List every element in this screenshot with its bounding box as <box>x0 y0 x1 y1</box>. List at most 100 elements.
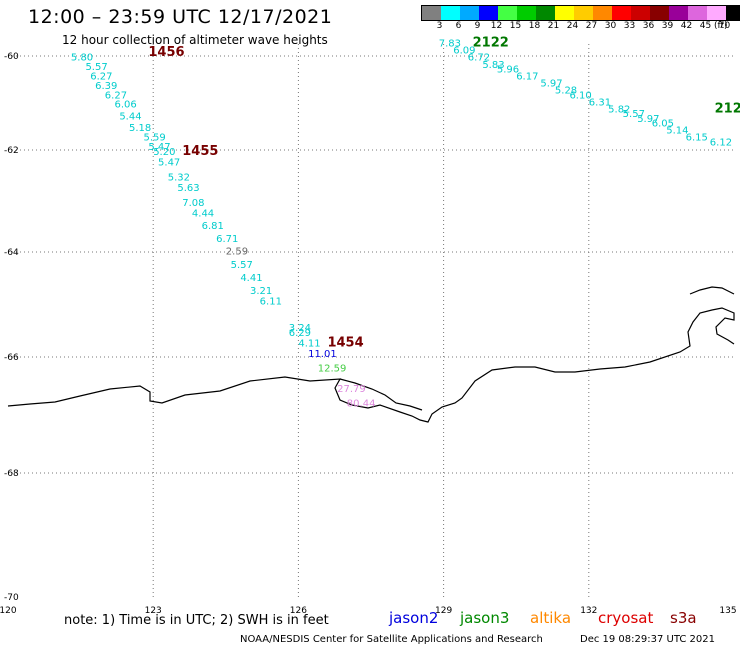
wave-height-value: 5.32 <box>168 173 190 184</box>
wave-height-value: 5.82 <box>608 104 630 115</box>
wave-height-value: 7.08 <box>182 198 204 209</box>
generated-timestamp: Dec 19 08:29:37 UTC 2021 <box>580 634 715 645</box>
lon-tick-label: 123 <box>145 606 162 616</box>
wave-height-value: 5.47 <box>158 157 180 168</box>
altimeter-observations: 5.805.576.276.396.276.065.445.185.595.47… <box>71 39 732 410</box>
wave-height-value: 5.80 <box>71 53 93 64</box>
wave-height-value: 6.10 <box>569 90 591 101</box>
mission-cryosat: cryosat <box>598 609 654 627</box>
wave-height-value: 6.71 <box>216 234 238 245</box>
wave-height-value: 6.72 <box>468 53 490 64</box>
wave-height-value: 11.01 <box>308 349 337 360</box>
lat-tick-label: -62 <box>4 146 19 156</box>
wave-height-value: 6.15 <box>686 133 708 144</box>
legend-tick-label: 45 <box>699 21 712 31</box>
wave-height-value: 5.59 <box>144 133 166 144</box>
legend-tick-label: 33 <box>623 21 636 31</box>
lon-tick-label: 126 <box>290 606 307 616</box>
legend-swatch <box>726 6 740 20</box>
coastline <box>7 286 735 423</box>
coastline-bay <box>339 378 423 411</box>
wave-height-value: 6.17 <box>516 72 538 83</box>
legend-unit: (ft) <box>714 21 728 31</box>
track-label: 1456 <box>148 45 184 60</box>
legend-tick-label: 18 <box>528 21 541 31</box>
lon-tick-label: 135 <box>719 606 736 616</box>
legend-tick-label: 27 <box>585 21 598 31</box>
wave-height-value: 5.57 <box>231 260 253 271</box>
wave-height-value: 5.18 <box>129 123 151 134</box>
wave-height-value: 7.83 <box>439 39 461 50</box>
legend-swatch <box>688 6 707 20</box>
wave-height-value: 6.05 <box>652 119 674 130</box>
wave-height-value: 12.59 <box>318 364 347 375</box>
wave-height-value: 5.47 <box>148 142 170 153</box>
legend-tick-label: 42 <box>680 21 693 31</box>
legend-swatch <box>707 6 726 20</box>
wave-height-value: 6.09 <box>453 46 475 57</box>
lat-tick-label: -64 <box>4 248 19 258</box>
wave-height-value: 6.06 <box>114 100 136 111</box>
legend-tick-label: 30 <box>604 21 617 31</box>
legend-swatch <box>669 6 688 20</box>
color-scale-labels: 3 6 9 12 15 18 21 24 27 30 33 36 39 42 45 70 <box>421 21 734 31</box>
legend-tick-label: 21 <box>547 21 560 31</box>
lon-tick-label: 120 <box>0 606 17 616</box>
wave-height-value: 5.97 <box>637 114 659 125</box>
coastline-antarctica <box>7 307 735 423</box>
wave-height-value: 6.29 <box>289 328 311 339</box>
wave-height-value: 6.31 <box>589 97 611 108</box>
legend-tick-label: 15 <box>509 21 522 31</box>
legend-swatch <box>460 6 479 20</box>
wave-height-value: 5.57 <box>623 109 645 120</box>
wave-height-value: 5.20 <box>153 147 175 158</box>
footnote: note: 1) Time is in UTC; 2) SWH is in fe… <box>64 613 329 628</box>
wave-height-value: 6.27 <box>90 72 112 83</box>
wave-height-value: 4.44 <box>192 208 214 219</box>
color-scale-legend <box>421 5 740 21</box>
legend-swatch <box>555 6 574 20</box>
lat-tick-label: -70 <box>4 593 19 603</box>
mission-jason2: jason2 <box>389 609 439 627</box>
wave-height-value: 80.44 <box>347 398 376 409</box>
mission-altika: altika <box>530 609 572 627</box>
legend-tick-label: 24 <box>566 21 579 31</box>
lat-tick-label: -68 <box>4 469 19 479</box>
legend-swatch <box>441 6 460 20</box>
wave-height-value: 2.59 <box>226 247 248 258</box>
legend-swatch <box>479 6 498 20</box>
legend-swatch <box>422 6 441 20</box>
wave-height-value: 6.81 <box>202 221 224 232</box>
wave-height-value: 4.11 <box>298 339 320 350</box>
wave-height-value: 3.24 <box>289 323 311 334</box>
wave-height-value: 27.79 <box>337 384 366 395</box>
legend-swatch <box>574 6 593 20</box>
legend-swatch <box>536 6 555 20</box>
lon-tick-label: 129 <box>435 606 452 616</box>
wave-height-value: 4.41 <box>240 273 262 284</box>
coastline-ridge <box>689 286 735 295</box>
legend-tick-label: 9 <box>474 21 481 31</box>
wave-height-value: 5.14 <box>666 126 688 137</box>
legend-tick-label: 12 <box>490 21 503 31</box>
wave-height-value: 5.83 <box>482 60 504 71</box>
wave-height-value: 5.97 <box>540 79 562 90</box>
legend-tick-label: 3 <box>436 21 443 31</box>
map-subtitle: 12 hour collection of altimeter wave hei… <box>62 33 328 47</box>
legend-tick-label: 6 <box>455 21 462 31</box>
legend-swatch <box>631 6 650 20</box>
legend-tick-label: 39 <box>661 21 674 31</box>
wave-height-value: 3.21 <box>250 286 272 297</box>
wave-height-value: 6.27 <box>105 90 127 101</box>
track-label: 1455 <box>182 144 218 159</box>
legend-tick-label: 36 <box>642 21 655 31</box>
track-label: 2122 <box>473 36 509 51</box>
map-title: 12:00 – 23:59 UTC 12/17/2021 <box>28 6 333 28</box>
track-label: 1454 <box>327 336 363 351</box>
legend-swatch <box>650 6 669 20</box>
lat-tick-label: -66 <box>4 353 19 363</box>
wave-height-value: 5.63 <box>177 183 199 194</box>
legend-tick-label: 70 <box>718 21 731 31</box>
wave-height-value: 5.96 <box>497 64 519 75</box>
